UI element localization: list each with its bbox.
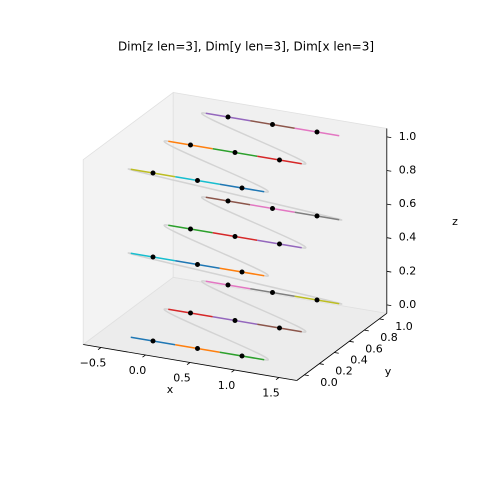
connector — [201, 196, 307, 249]
y-tick-label: 0.0 — [320, 376, 338, 389]
point — [270, 290, 275, 295]
z-tick — [386, 170, 392, 172]
point — [232, 150, 238, 155]
z-tick — [386, 304, 392, 307]
z-tick — [386, 203, 392, 206]
point — [188, 310, 193, 316]
y-tick-label: 0.8 — [380, 331, 398, 344]
x-tick-label: 1.0 — [218, 379, 236, 392]
chart-title: Dim[z len=3], Dim[y len=3], Dim[x len=3] — [118, 40, 374, 54]
point — [195, 178, 200, 183]
point — [232, 234, 238, 239]
z-tick — [386, 237, 392, 239]
x-tick-label: −0.5 — [80, 357, 107, 370]
point — [188, 226, 193, 232]
point — [232, 318, 238, 323]
y-tick-label: 1.0 — [395, 320, 413, 333]
z-tick-label: 0.2 — [399, 264, 417, 277]
z-tick — [386, 270, 392, 273]
point — [314, 213, 320, 219]
y-tick — [364, 329, 369, 332]
x-tick-label: 0.5 — [173, 372, 191, 385]
y-tick — [379, 318, 384, 321]
point — [188, 142, 193, 148]
point — [277, 157, 282, 163]
point — [225, 282, 231, 288]
connector — [201, 280, 307, 333]
point — [239, 185, 245, 191]
point — [150, 338, 156, 344]
y-tick — [304, 374, 309, 377]
z-axis-label: z — [452, 215, 458, 228]
connector — [163, 308, 269, 361]
point — [314, 297, 320, 303]
x-tick — [275, 377, 280, 381]
y-axis-line — [296, 312, 388, 381]
y-tick — [334, 352, 339, 354]
x-tick — [142, 354, 146, 358]
z-tick-label: 1.0 — [399, 130, 417, 143]
x-tick — [97, 347, 102, 351]
y-tick-label: 0.4 — [350, 354, 368, 367]
point — [239, 269, 245, 275]
point — [195, 262, 200, 267]
x-axis-label: x — [167, 383, 174, 396]
x-tick — [231, 369, 235, 373]
point — [150, 254, 156, 260]
x-tick-label: 0.0 — [129, 364, 147, 377]
point — [277, 241, 282, 247]
point — [225, 198, 231, 204]
y-tick-label: 0.2 — [335, 365, 353, 378]
point — [150, 170, 156, 176]
connector — [163, 140, 269, 193]
point — [277, 325, 282, 331]
point — [239, 353, 245, 359]
connector — [163, 224, 269, 277]
y-tick-label: 0.6 — [365, 342, 383, 355]
z-tick-label: 0.0 — [399, 298, 417, 311]
z-tick-label: 0.4 — [399, 231, 417, 244]
x-tick — [186, 362, 191, 366]
point — [225, 114, 231, 120]
z-tick-label: 0.8 — [399, 164, 417, 177]
point — [270, 122, 275, 127]
y-tick — [349, 340, 354, 343]
z-tick-label: 0.6 — [399, 197, 417, 210]
point — [270, 206, 275, 211]
connector — [201, 112, 307, 165]
point — [195, 346, 200, 351]
y-axis-label: y — [385, 365, 392, 378]
point — [314, 129, 320, 135]
y-tick — [319, 363, 324, 365]
x-tick-label: 1.5 — [262, 387, 280, 400]
z-tick — [386, 136, 392, 139]
